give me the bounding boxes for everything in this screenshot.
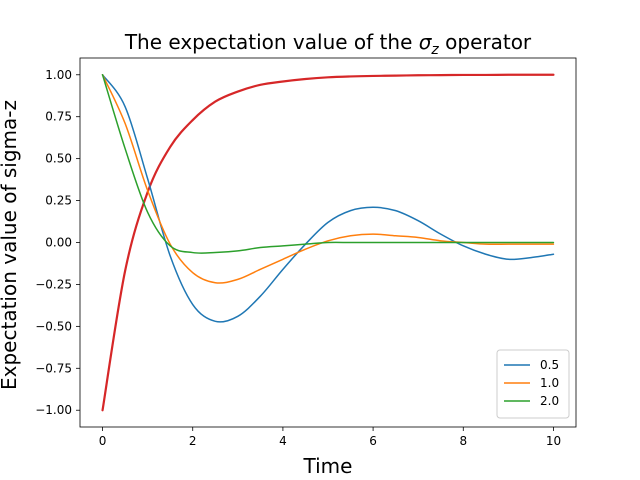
series-line-0-5 xyxy=(101,74,555,323)
plot-area-frame xyxy=(79,57,577,428)
axis-ticks: 0 2 4 6 8 10 −1.00 −0.75 −0.50 −0.25 0.00 0.25 0.50 0… xyxy=(35,68,561,448)
x-tick-label: 2 xyxy=(189,434,197,448)
y-tick-label: 0.25 xyxy=(45,194,72,208)
y-tick-label: 0.75 xyxy=(45,110,72,124)
y-tick-label: −0.75 xyxy=(35,361,72,375)
legend-label: 1.0 xyxy=(540,376,559,390)
x-tick-label: 6 xyxy=(369,434,377,448)
y-tick-label: −0.50 xyxy=(35,319,72,333)
chart-title: The expectation value of the σz operator xyxy=(124,30,532,58)
plot-lines xyxy=(101,73,555,412)
x-tick-label: 0 xyxy=(99,434,107,448)
x-tick-label: 10 xyxy=(546,434,561,448)
x-tick-label: 8 xyxy=(459,434,467,448)
series-line-unlabeled xyxy=(101,73,555,412)
series-line-2-0 xyxy=(101,74,555,254)
legend-label: 0.5 xyxy=(540,358,559,372)
x-tick-label: 4 xyxy=(279,434,287,448)
y-axis-label: Expectation value of sigma-z xyxy=(0,100,21,390)
series-line-1-0 xyxy=(101,74,555,284)
y-tick-label: −1.00 xyxy=(35,403,72,417)
legend: 0.5 1.0 2.0 xyxy=(496,349,570,419)
y-tick-label: 1.00 xyxy=(45,68,72,82)
legend-label: 2.0 xyxy=(540,394,559,408)
y-tick-label: −0.25 xyxy=(35,277,72,291)
y-tick-label: 0.50 xyxy=(45,152,72,166)
x-axis-label: Time xyxy=(303,454,353,478)
y-tick-label: 0.00 xyxy=(45,236,72,250)
